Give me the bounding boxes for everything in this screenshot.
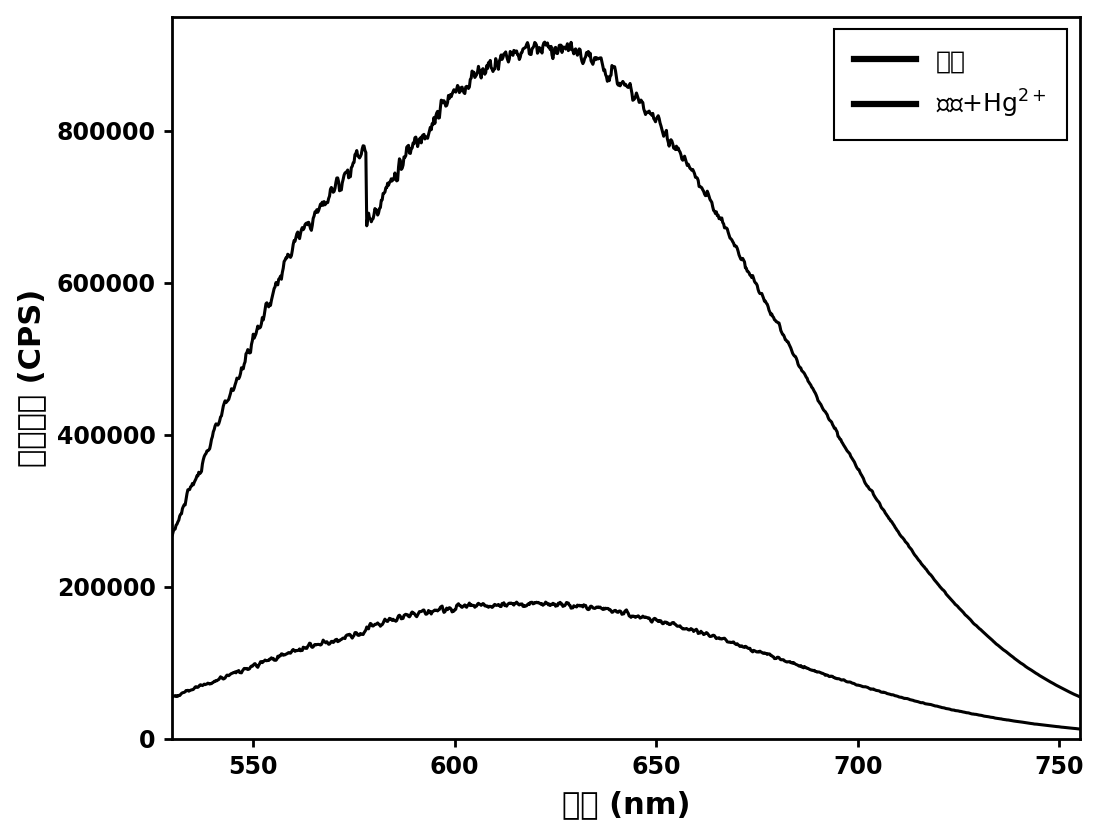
X-axis label: 波长 (nm): 波长 (nm) [562, 790, 690, 819]
Legend: 探针, 探针+Hg$^{2+}$: 探针, 探针+Hg$^{2+}$ [834, 29, 1067, 140]
Y-axis label: 荺光强度 (CPS): 荺光强度 (CPS) [17, 288, 45, 466]
